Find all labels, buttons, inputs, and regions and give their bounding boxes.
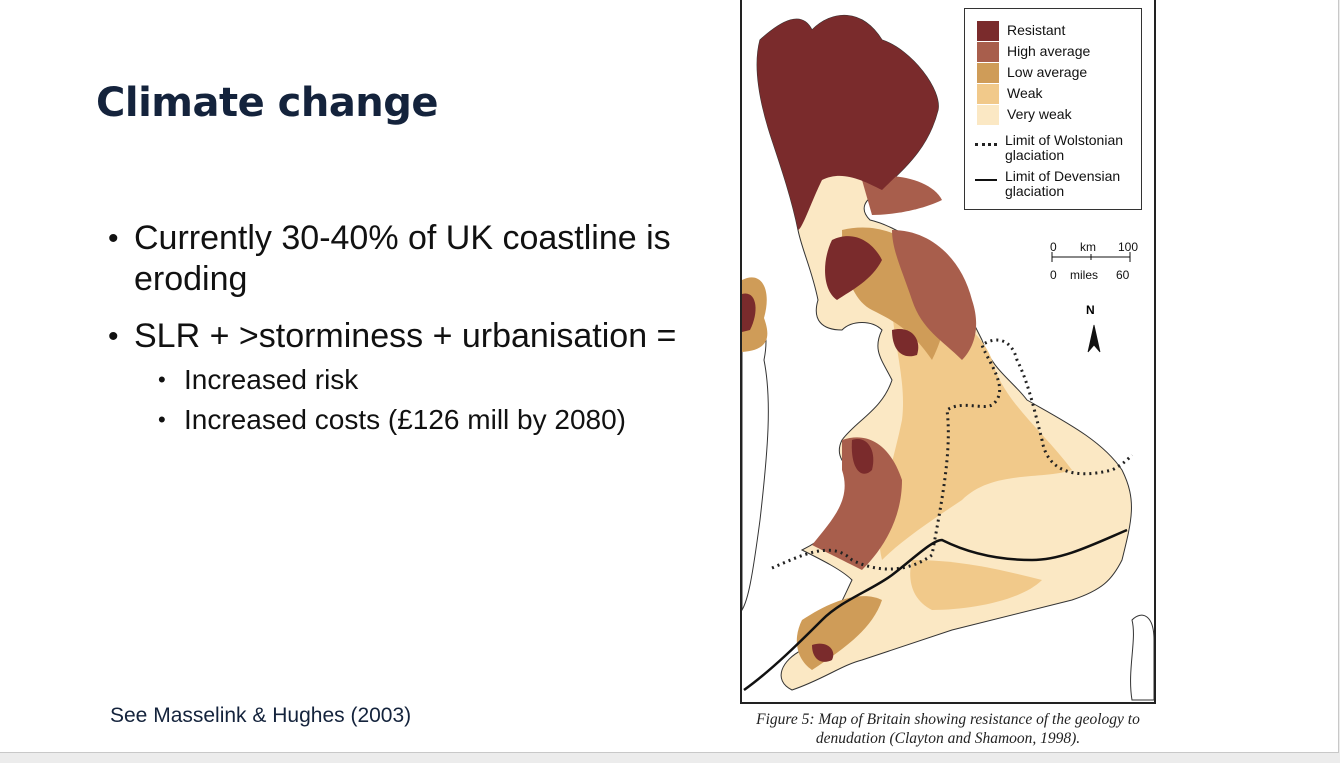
high-average-region [812, 437, 902, 570]
resistant-region [757, 15, 939, 231]
legend-label: Very weak [1007, 106, 1072, 122]
scale-label: 100 [1118, 240, 1139, 254]
figure-caption: Figure 5: Map of Britain showing resista… [730, 710, 1166, 748]
legend-label: glaciation [1005, 147, 1065, 163]
scale-label: 60 [1116, 268, 1130, 282]
resistant-region [851, 439, 874, 474]
scale-label: 0 [1050, 240, 1057, 254]
legend-label: Weak [1007, 85, 1043, 101]
caption-line: denudation (Clayton and Shamoon, 1998). [815, 730, 1081, 747]
resistant-region [825, 236, 882, 300]
slide-title: Climate change [96, 80, 439, 126]
legend-label: Limit of Wolstonian [1005, 132, 1124, 148]
legend-swatch [977, 63, 999, 83]
ireland-geology [742, 293, 756, 332]
scale-label: miles [1070, 268, 1099, 282]
france-outline [1130, 614, 1154, 701]
sub-bullet-list: Increased risk Increased costs (£126 mil… [108, 363, 718, 437]
scale-label: 0 [1050, 268, 1057, 282]
north-arrow-icon [1087, 324, 1101, 353]
sub-bullet-item: Increased risk [158, 363, 718, 397]
resistant-region [892, 329, 919, 357]
legend-label: Resistant [1007, 22, 1066, 38]
devensian-legend-symbol [975, 179, 997, 181]
legend-label: High average [1007, 43, 1091, 59]
geology-map-figure: Resistant High average Low average Weak … [740, 0, 1156, 704]
weak-region [910, 560, 1042, 610]
reference-text: See Masselink & Hughes (2003) [110, 704, 412, 727]
bullet-item: Currently 30-40% of UK coastline is erod… [108, 218, 718, 300]
legend-label: Low average [1007, 64, 1088, 80]
wolstonian-legend-label: Limit of Wolstonian glaciation [1005, 133, 1123, 163]
scale-label: km [1080, 240, 1096, 254]
resistant-region [812, 643, 834, 662]
legend-swatch [977, 21, 999, 41]
bullet-item: SLR + >storminess + urbanisation = [108, 316, 718, 357]
map-legend: Resistant High average Low average Weak … [964, 8, 1142, 210]
caption-line: Figure 5: Map of Britain showing resista… [756, 711, 1140, 728]
sub-bullet-item: Increased costs (£126 mill by 2080) [158, 403, 718, 437]
legend-swatch [977, 105, 999, 125]
legend-label: glaciation [1005, 183, 1065, 199]
legend-swatch [977, 84, 999, 104]
weak-region [879, 298, 1072, 560]
legend-swatch [977, 42, 999, 62]
britain-geology-map [742, 15, 1154, 701]
legend-label: Limit of Devensian [1005, 168, 1121, 184]
high-average-region [892, 230, 977, 360]
north-label: N [1086, 303, 1095, 317]
bullet-list: Currently 30-40% of UK coastline is erod… [108, 218, 718, 437]
devensian-limit-line [743, 528, 1128, 692]
devensian-legend-label: Limit of Devensian glaciation [1005, 169, 1120, 199]
wolstonian-legend-symbol [975, 143, 997, 146]
